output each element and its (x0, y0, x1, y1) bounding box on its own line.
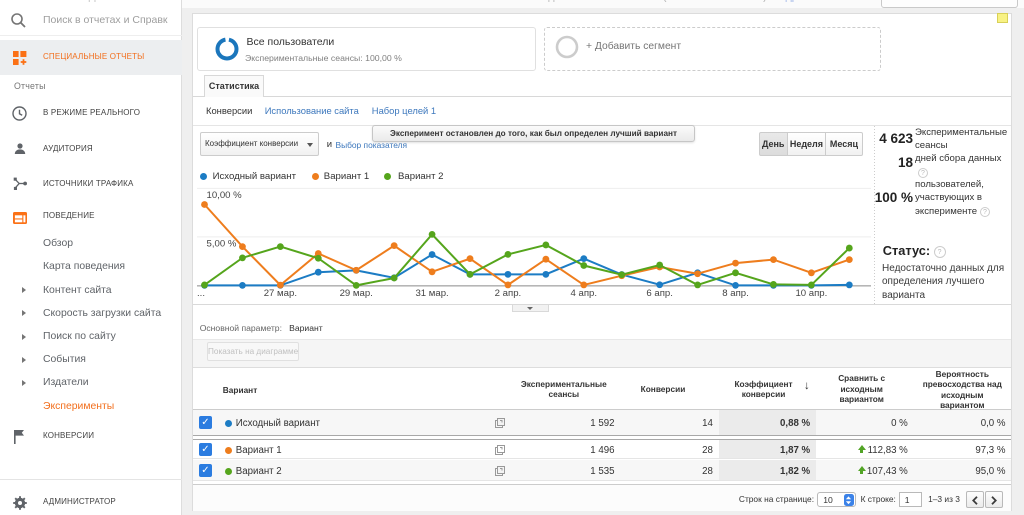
svg-text:...: ... (197, 288, 205, 299)
svg-text:31 мар.: 31 мар. (415, 288, 448, 299)
svg-text:27 мар.: 27 мар. (264, 288, 297, 299)
svg-text:2 апр.: 2 апр. (495, 288, 522, 299)
svg-text:5,00 %: 5,00 % (207, 238, 237, 249)
svg-text:29 мар.: 29 мар. (340, 288, 373, 299)
svg-text:6 апр.: 6 апр. (646, 288, 673, 299)
svg-text:10,00 %: 10,00 % (207, 190, 243, 201)
svg-text:8 апр.: 8 апр. (722, 288, 749, 299)
svg-text:4 апр.: 4 апр. (571, 288, 598, 299)
svg-text:10 апр.: 10 апр. (795, 288, 827, 299)
